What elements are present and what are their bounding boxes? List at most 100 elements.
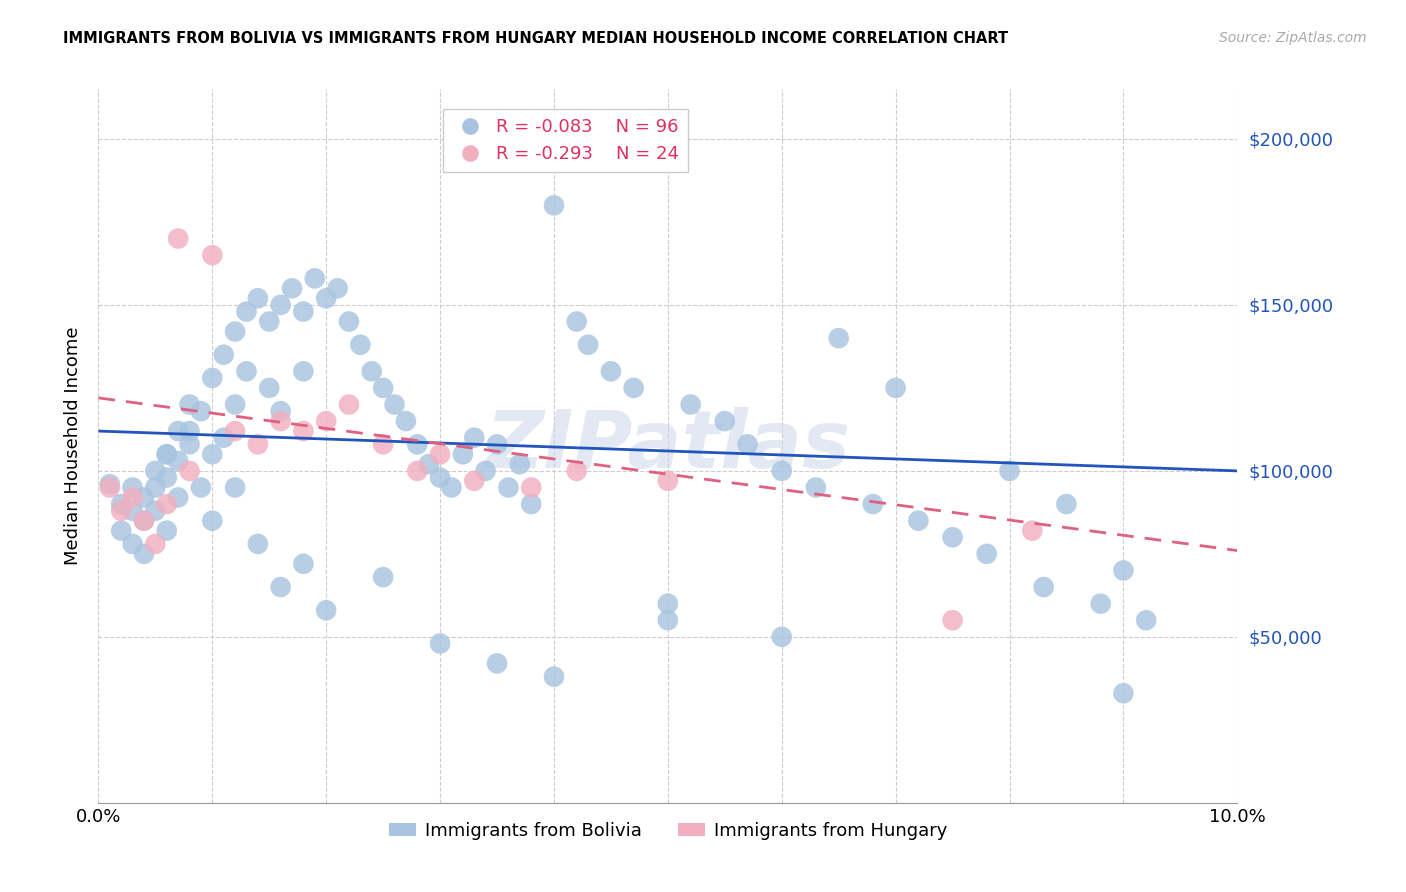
Point: [145, 504, 167, 518]
Point: [292, 424, 315, 438]
Point: [156, 497, 179, 511]
Point: [576, 338, 599, 352]
Point: [884, 381, 907, 395]
Point: [98, 477, 121, 491]
Point: [156, 447, 179, 461]
Point: [167, 424, 190, 438]
Point: [543, 670, 565, 684]
Text: IMMIGRANTS FROM BOLIVIA VS IMMIGRANTS FROM HUNGARY MEDIAN HOUSEHOLD INCOME CORRE: IMMIGRANTS FROM BOLIVIA VS IMMIGRANTS FR…: [63, 31, 1008, 46]
Point: [224, 424, 246, 438]
Point: [179, 437, 201, 451]
Point: [121, 491, 143, 505]
Point: [804, 481, 827, 495]
Point: [406, 464, 429, 478]
Point: [657, 474, 679, 488]
Point: [463, 431, 485, 445]
Point: [373, 437, 395, 451]
Point: [429, 470, 451, 484]
Point: [942, 613, 965, 627]
Point: [270, 298, 292, 312]
Point: [190, 404, 212, 418]
Point: [451, 447, 474, 461]
Point: [224, 481, 246, 495]
Point: [292, 557, 315, 571]
Point: [1135, 613, 1157, 627]
Point: [976, 547, 998, 561]
Point: [1032, 580, 1054, 594]
Point: [156, 447, 179, 461]
Point: [315, 603, 337, 617]
Point: [167, 491, 190, 505]
Point: [132, 491, 155, 505]
Point: [565, 314, 588, 328]
Point: [110, 524, 132, 538]
Point: [201, 447, 224, 461]
Legend: Immigrants from Bolivia, Immigrants from Hungary: Immigrants from Bolivia, Immigrants from…: [381, 815, 955, 847]
Point: [292, 364, 315, 378]
Point: [315, 414, 337, 428]
Point: [246, 291, 269, 305]
Point: [132, 514, 155, 528]
Point: [463, 474, 485, 488]
Point: [565, 464, 588, 478]
Point: [201, 514, 224, 528]
Point: [224, 397, 246, 411]
Point: [486, 437, 509, 451]
Point: [770, 630, 793, 644]
Point: [259, 314, 281, 328]
Point: [235, 364, 257, 378]
Point: [406, 437, 429, 451]
Point: [942, 530, 965, 544]
Point: [270, 414, 292, 428]
Point: [167, 454, 190, 468]
Point: [657, 597, 679, 611]
Point: [110, 497, 132, 511]
Point: [270, 580, 292, 594]
Point: [121, 537, 143, 551]
Point: [132, 514, 155, 528]
Point: [1112, 686, 1135, 700]
Point: [224, 325, 246, 339]
Point: [600, 364, 623, 378]
Point: [486, 657, 509, 671]
Y-axis label: Median Household Income: Median Household Income: [63, 326, 82, 566]
Point: [167, 231, 190, 245]
Point: [98, 481, 121, 495]
Point: [326, 281, 349, 295]
Point: [737, 437, 759, 451]
Point: [498, 481, 520, 495]
Point: [429, 636, 451, 650]
Point: [145, 481, 167, 495]
Point: [246, 537, 269, 551]
Point: [907, 514, 929, 528]
Point: [201, 248, 224, 262]
Point: [1056, 497, 1078, 511]
Point: [145, 537, 167, 551]
Point: [156, 524, 179, 538]
Point: [212, 348, 235, 362]
Point: [623, 381, 645, 395]
Point: [212, 431, 235, 445]
Text: ZIPatlas: ZIPatlas: [485, 407, 851, 485]
Point: [292, 304, 315, 318]
Point: [429, 447, 451, 461]
Point: [384, 397, 406, 411]
Point: [145, 464, 167, 478]
Point: [1021, 524, 1043, 538]
Point: [156, 470, 179, 484]
Point: [474, 464, 496, 478]
Point: [440, 481, 463, 495]
Point: [201, 371, 224, 385]
Point: [190, 481, 212, 495]
Point: [304, 271, 326, 285]
Point: [270, 404, 292, 418]
Point: [110, 504, 132, 518]
Point: [132, 547, 155, 561]
Point: [121, 481, 143, 495]
Text: Source: ZipAtlas.com: Source: ZipAtlas.com: [1219, 31, 1367, 45]
Point: [395, 414, 418, 428]
Point: [179, 464, 201, 478]
Point: [714, 414, 737, 428]
Point: [315, 291, 337, 305]
Point: [520, 497, 543, 511]
